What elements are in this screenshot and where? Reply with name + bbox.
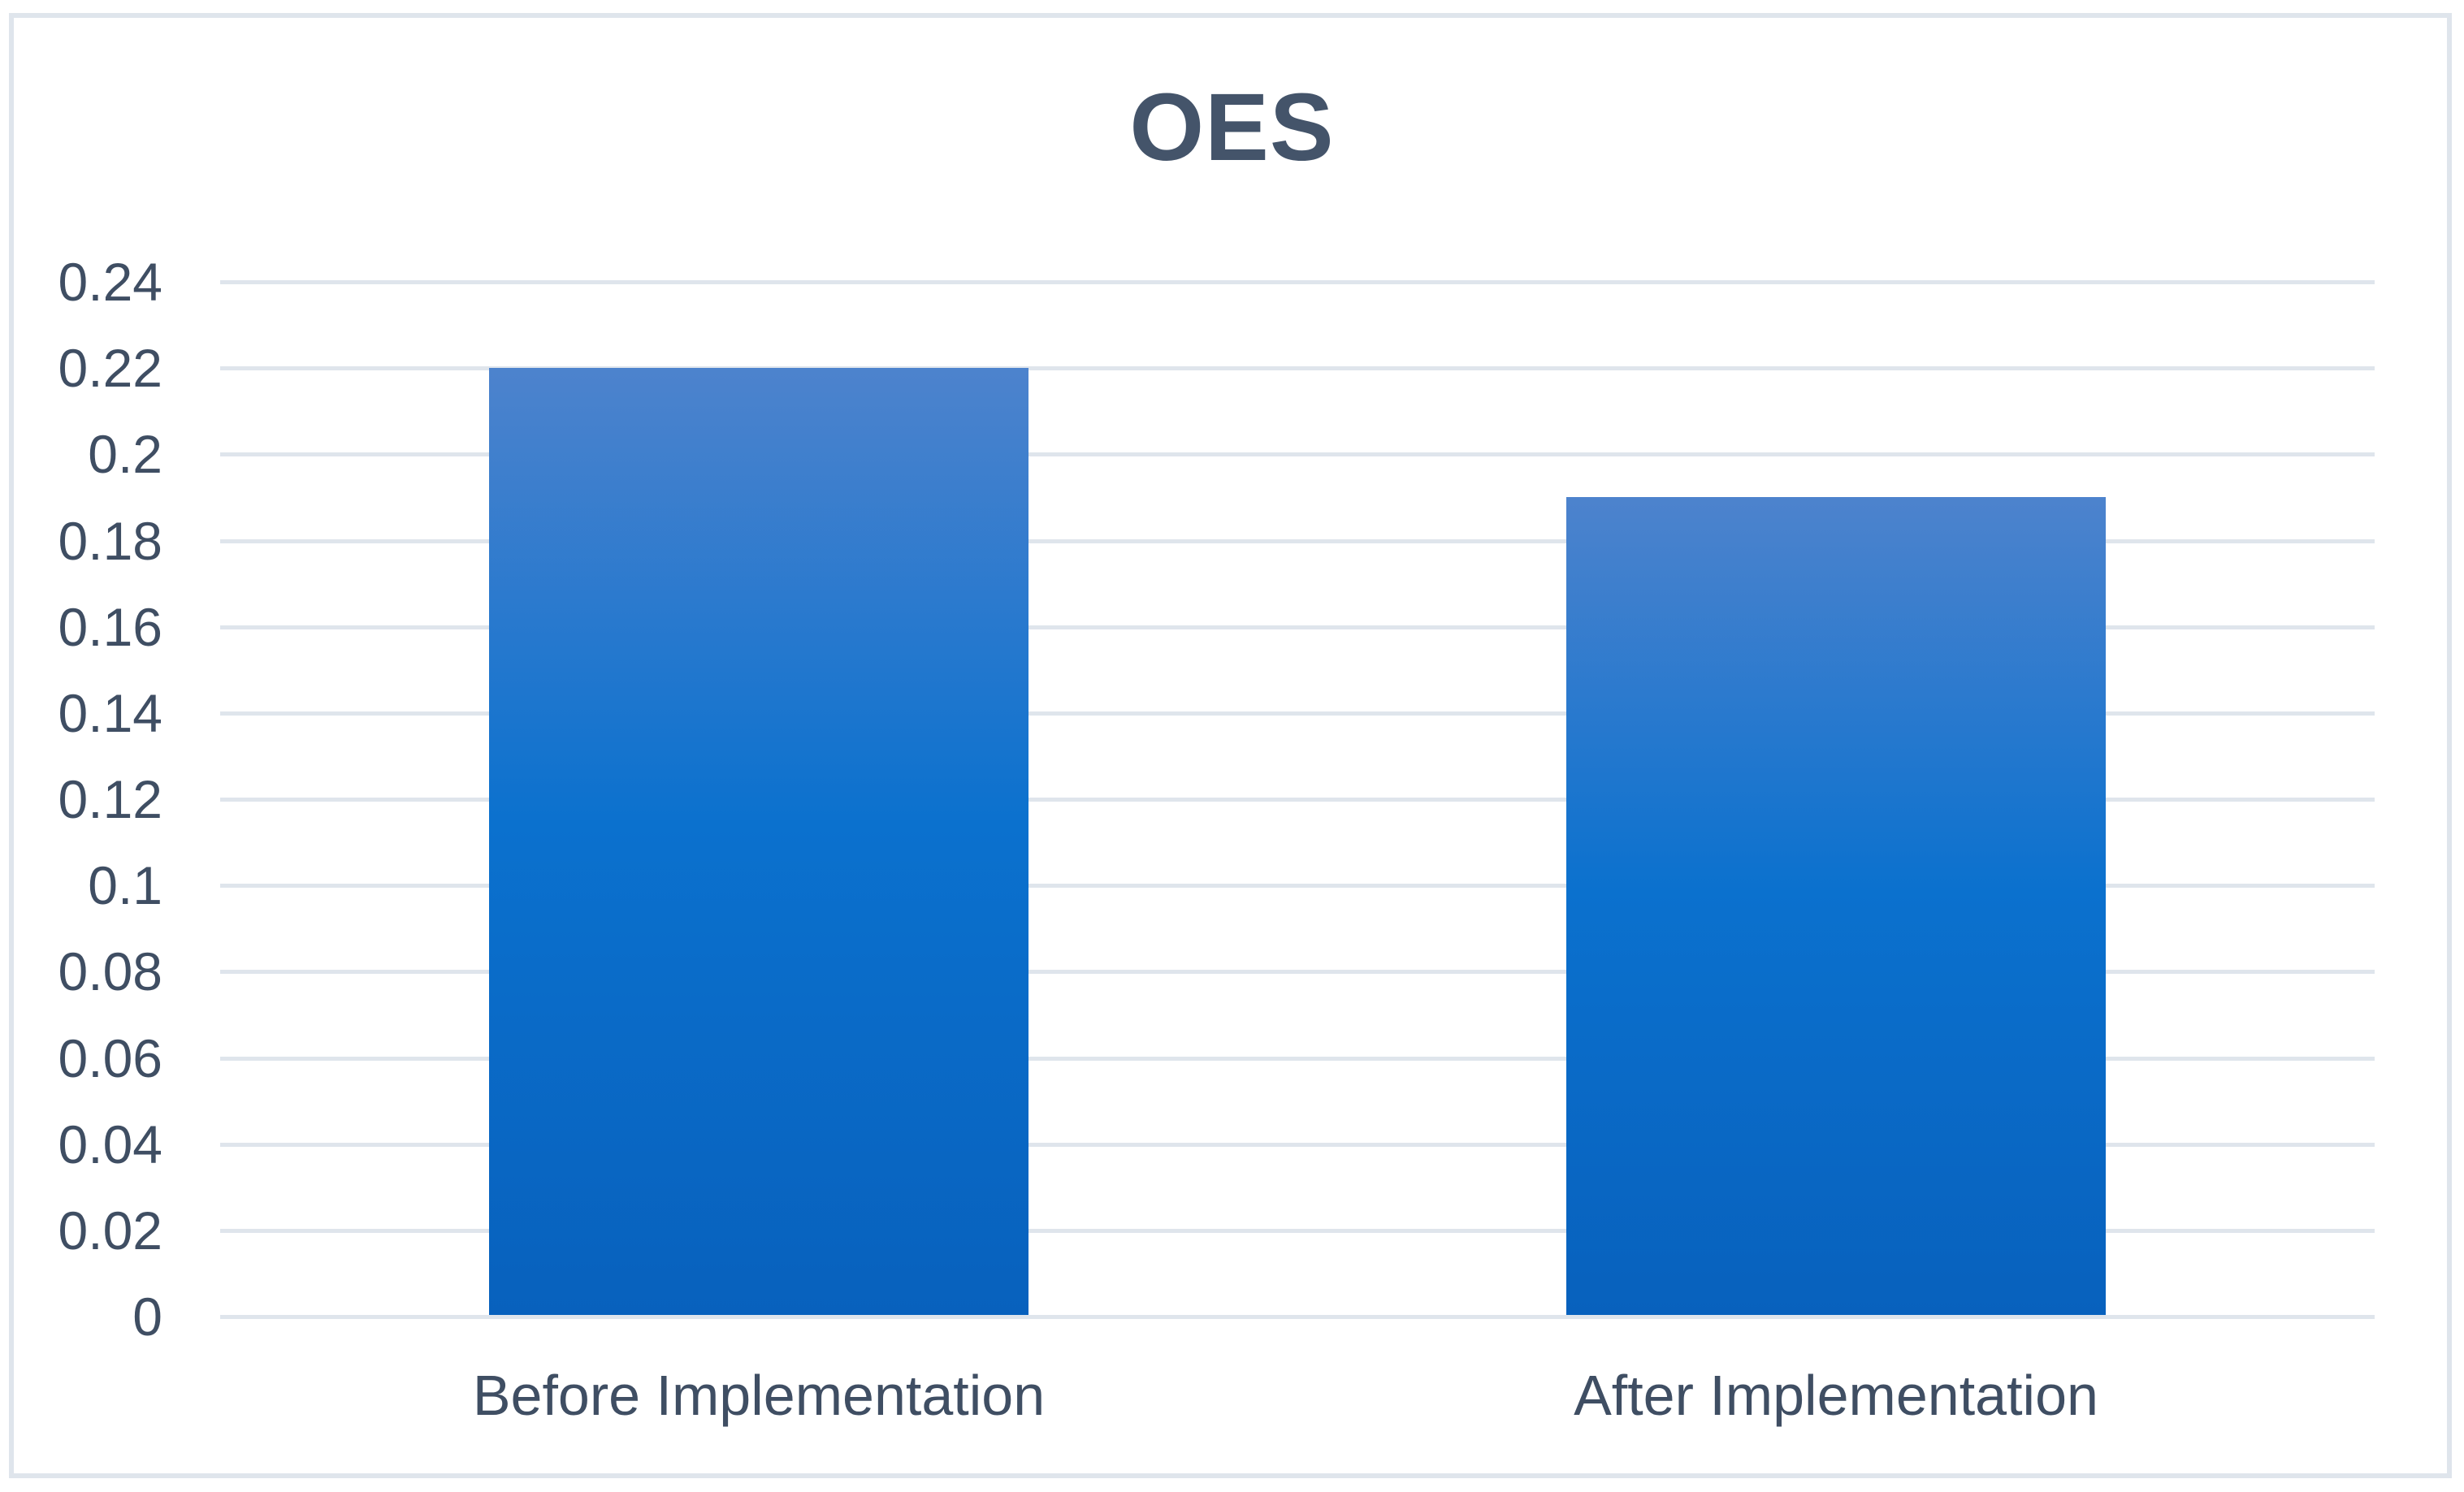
gridline-0.22 [220, 366, 2375, 371]
y-tick-label-0.04: 0.04 [58, 1114, 162, 1174]
gridline-0.1 [220, 884, 2375, 889]
gridline-0.14 [220, 711, 2375, 716]
gridline-0.06 [220, 1056, 2375, 1061]
gridline-0.16 [220, 625, 2375, 629]
y-tick-label-0: 0 [132, 1287, 162, 1347]
gridline-0.24 [220, 280, 2375, 284]
y-tick-label-0.08: 0.08 [58, 941, 162, 1002]
gridline-0.2 [220, 452, 2375, 457]
bar-before-implementation [489, 368, 1028, 1315]
x-axis-label-after-implementation: After Implementation [1574, 1364, 2098, 1427]
y-tick-label-0.14: 0.14 [58, 682, 162, 743]
y-tick-label-0.22: 0.22 [58, 338, 162, 399]
gridline-0.08 [220, 970, 2375, 975]
bar-after-implementation [1566, 497, 2106, 1315]
y-tick-label-0.02: 0.02 [58, 1200, 162, 1261]
y-tick-label-0.1: 0.1 [88, 855, 162, 916]
gridline-0.18 [220, 538, 2375, 543]
gridline-0 [220, 1315, 2375, 1319]
y-tick-label-0.2: 0.2 [88, 424, 162, 485]
plot-area [220, 280, 2375, 1319]
y-tick-label-0.06: 0.06 [58, 1027, 162, 1088]
y-tick-label-0.12: 0.12 [58, 769, 162, 829]
y-tick-label-0.24: 0.24 [58, 252, 162, 312]
chart-title: OES [1129, 74, 1335, 181]
gridline-0.02 [220, 1228, 2375, 1233]
gridline-0.04 [220, 1142, 2375, 1147]
y-tick-label-0.16: 0.16 [58, 596, 162, 657]
gridline-0.12 [220, 798, 2375, 802]
x-axis-label-before-implementation: Before Implementation [472, 1364, 1046, 1427]
y-tick-label-0.18: 0.18 [58, 510, 162, 571]
